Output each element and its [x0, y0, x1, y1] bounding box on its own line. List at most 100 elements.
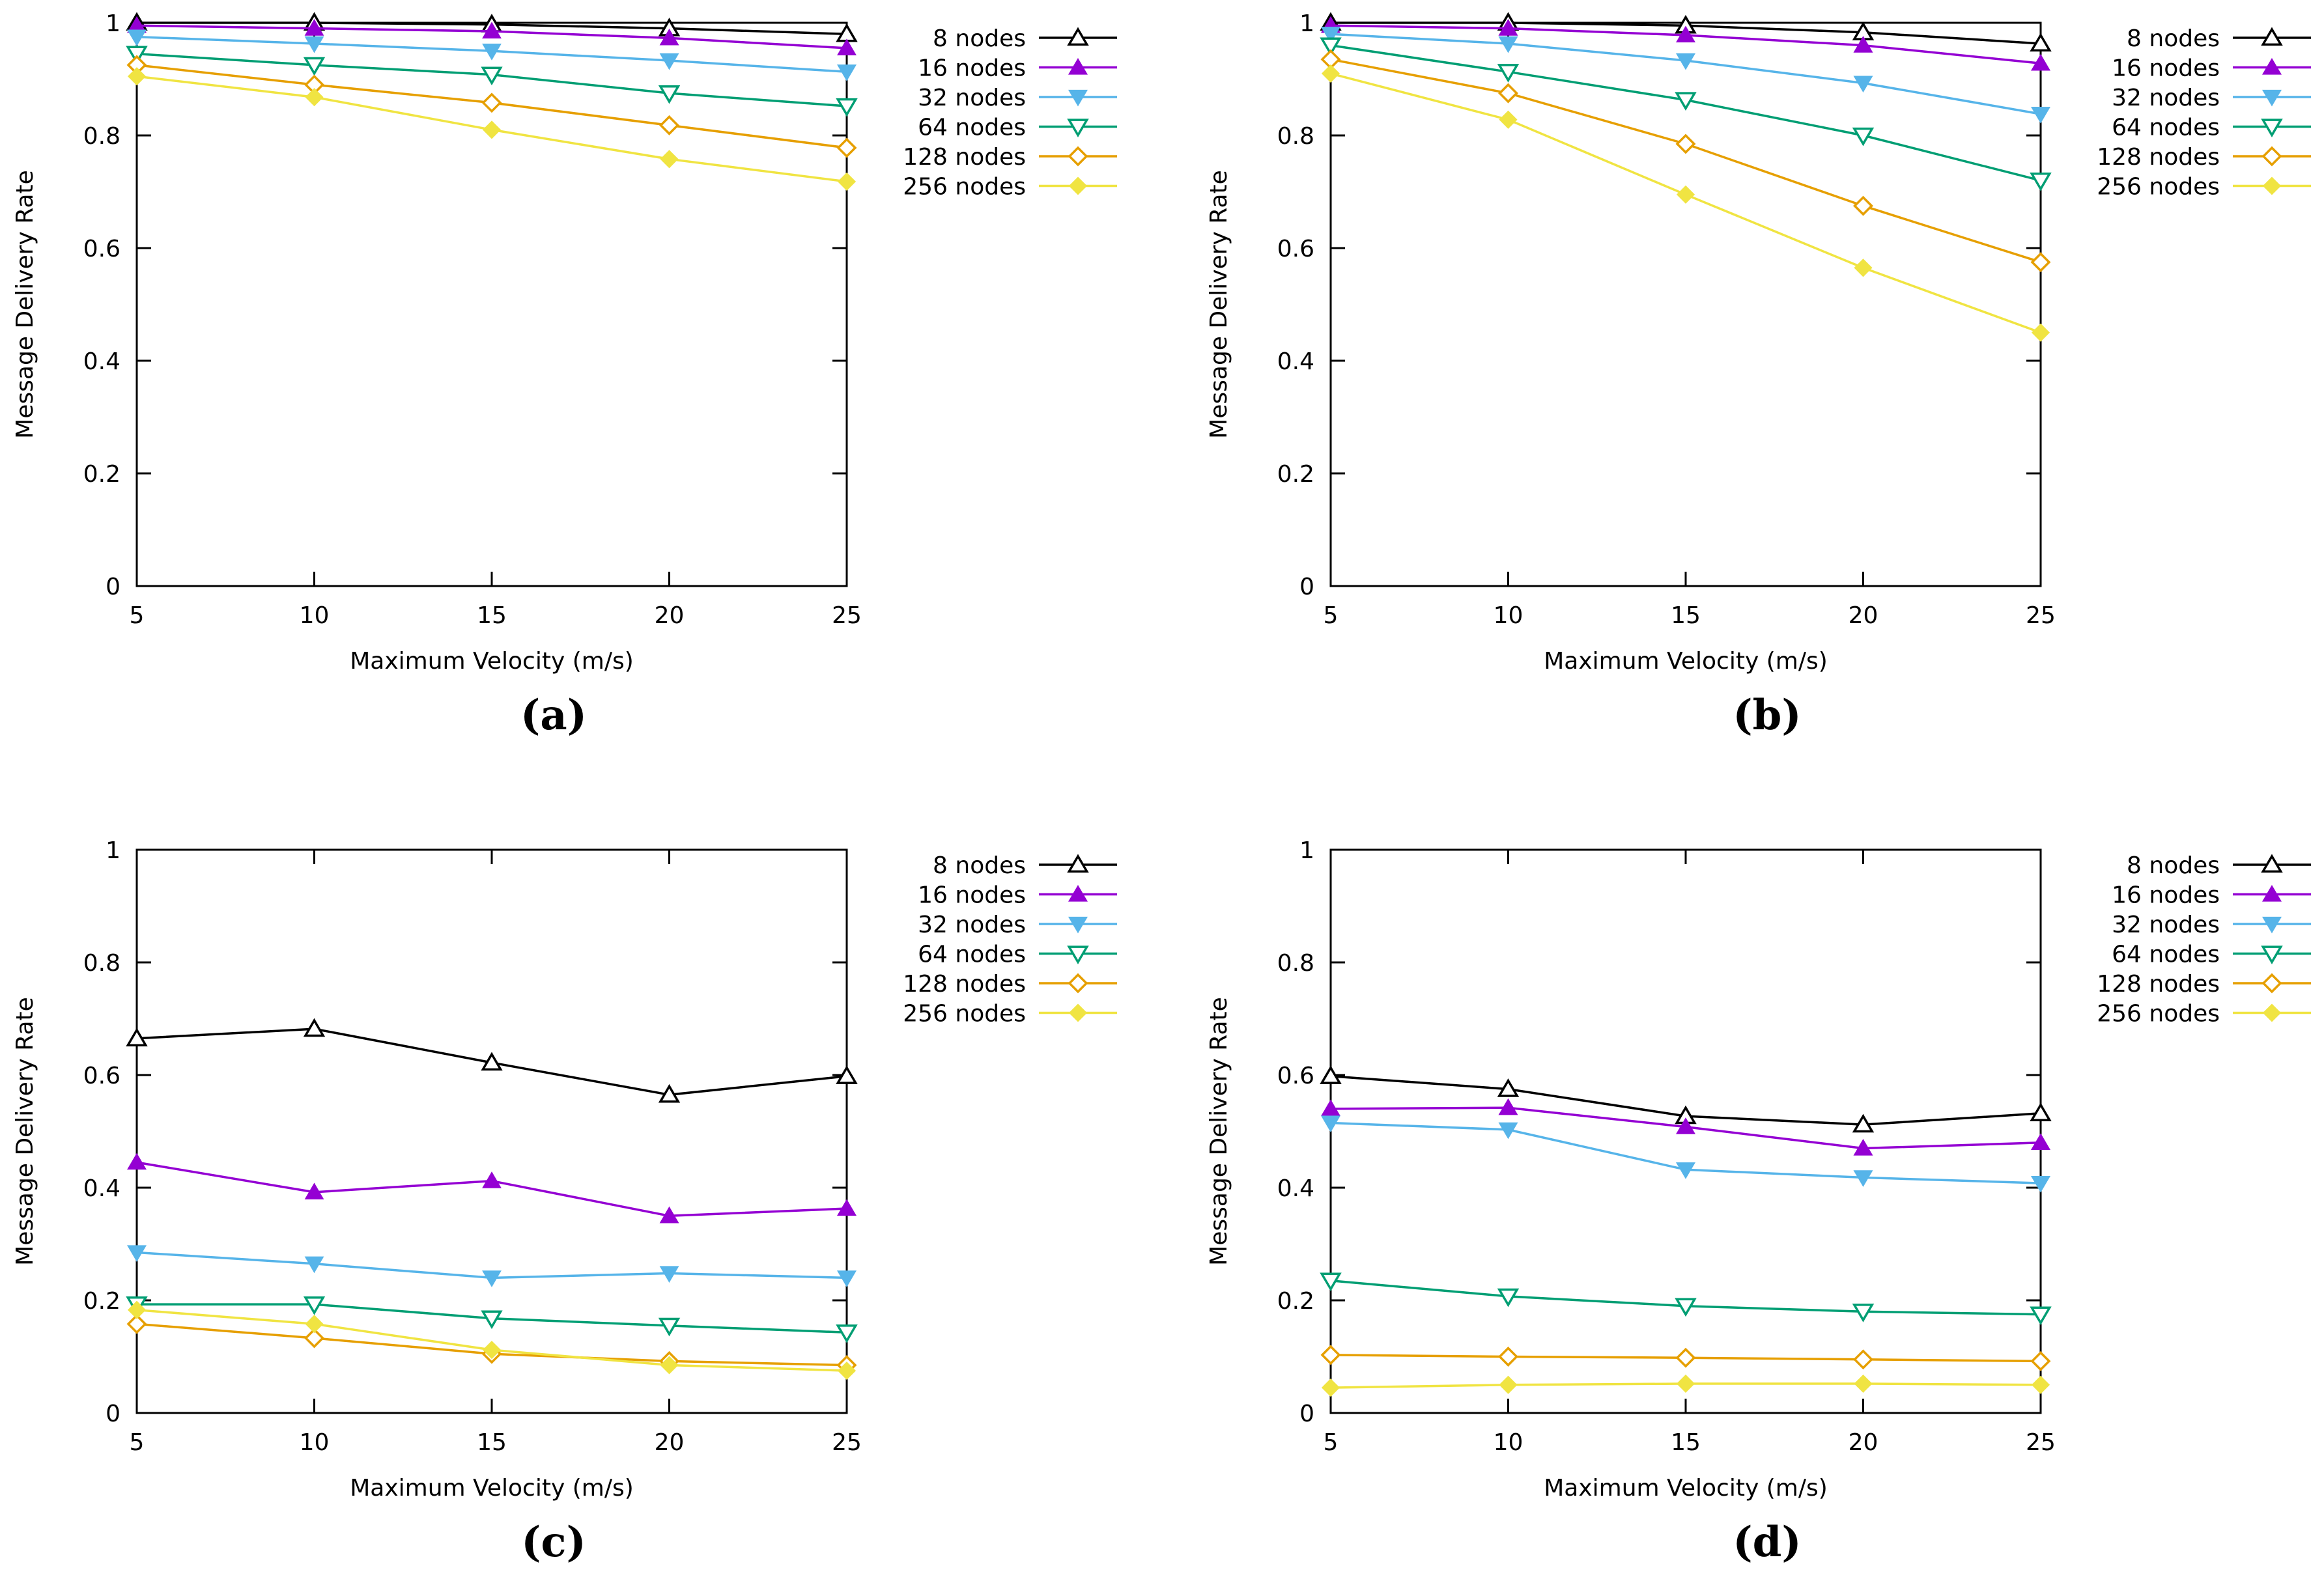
x-axis-label: Maximum Velocity (m/s) [1544, 648, 1828, 675]
legend-label: 128 nodes [2097, 971, 2220, 998]
data-point [659, 1206, 679, 1223]
data-point [1499, 1375, 1518, 1394]
x-tick-label: 15 [1671, 1429, 1701, 1456]
data-point [2030, 1133, 2051, 1150]
y-axis-label: Message Delivery Rate [12, 170, 38, 439]
y-tick-label: 0.2 [83, 1288, 120, 1315]
data-point [1852, 127, 1875, 147]
data-point [836, 1065, 858, 1084]
data-point [482, 1171, 502, 1188]
legend-marker [2261, 146, 2282, 167]
legend-marker [2261, 973, 2282, 994]
x-tick-label: 25 [832, 1429, 862, 1456]
y-tick-label: 0.4 [1277, 348, 1314, 375]
series-256-nodes [1321, 1374, 2050, 1397]
panel-caption: (d) [1733, 1518, 1801, 1567]
legend-label: 128 nodes [903, 971, 1026, 998]
data-point [836, 137, 857, 158]
data-point [304, 1328, 324, 1349]
legend-label: 8 nodes [2127, 25, 2220, 52]
data-point [1320, 1115, 1341, 1132]
series-256-nodes [127, 1300, 857, 1380]
x-tick-label: 20 [1849, 1429, 1878, 1456]
legend-marker [2261, 945, 2283, 964]
data-point [1852, 1304, 1875, 1322]
data-point [1498, 83, 1518, 104]
data-point [303, 1296, 326, 1315]
series-line [136, 1161, 847, 1218]
series-16-nodes [1320, 1098, 2051, 1156]
legend: 8 nodes 16 nodes 32 nodes 64 nodes 128 nodes… [903, 25, 1117, 201]
series-64-nodes [126, 1296, 858, 1343]
data-point [1675, 1347, 1696, 1368]
legend: 8 nodes 16 nodes 32 nodes 64 nodes 128 nodes… [2097, 25, 2311, 201]
x-tick-label: 20 [655, 602, 685, 629]
legend-marker [2261, 119, 2283, 137]
x-axis-label: Maximum Velocity (m/s) [350, 1475, 634, 1502]
legend-marker [1067, 854, 1089, 873]
data-point [660, 1356, 679, 1375]
y-tick-label: 1 [1299, 837, 1314, 864]
legend-marker [2262, 176, 2282, 195]
legend-marker [2262, 1003, 2282, 1022]
legend-marker [1068, 973, 1088, 994]
data-point [836, 1270, 857, 1287]
legend-label: 64 nodes [918, 115, 1026, 141]
legend-marker [1068, 916, 1088, 934]
legend-marker [2261, 854, 2283, 873]
x-tick-label: 15 [477, 602, 507, 629]
y-tick-label: 0.2 [1277, 461, 1314, 488]
series-256-nodes [127, 67, 857, 191]
legend-label: 16 nodes [2112, 55, 2220, 82]
y-tick-label: 0 [106, 574, 120, 600]
series-32-nodes [1320, 27, 2051, 124]
data-point [1853, 1170, 1873, 1187]
series-64-nodes [1320, 37, 2052, 191]
legend-marker [1067, 119, 1089, 137]
legend-label: 32 nodes [918, 912, 1026, 938]
legend-label: 128 nodes [2097, 144, 2220, 171]
legend-marker [1068, 885, 1088, 902]
data-point [2030, 252, 2051, 273]
x-tick-label: 25 [2026, 1429, 2056, 1456]
legend-label: 32 nodes [2112, 912, 2220, 938]
x-tick-label: 10 [300, 1429, 330, 1456]
y-tick-label: 0.6 [1277, 236, 1314, 262]
data-point [2031, 323, 2050, 342]
legend-label: 32 nodes [2112, 85, 2220, 111]
data-point [305, 88, 324, 107]
data-point [1320, 1099, 1341, 1117]
data-point [1499, 110, 1518, 129]
data-point [1321, 1378, 1340, 1397]
data-point [1320, 1065, 1342, 1084]
y-tick-label: 0.8 [83, 123, 120, 150]
x-tick-label: 5 [1324, 602, 1339, 629]
legend-marker [2261, 885, 2282, 902]
data-point [1676, 185, 1695, 204]
x-tick-label: 25 [2026, 602, 2056, 629]
data-point [1675, 133, 1696, 154]
data-point [1497, 1288, 1520, 1307]
data-point [1853, 195, 1873, 216]
legend-marker [1068, 58, 1088, 75]
data-point [2030, 1175, 2051, 1193]
legend-marker [1067, 945, 1089, 964]
data-point [836, 1324, 858, 1343]
data-point [2030, 1102, 2052, 1121]
data-point [1498, 19, 1518, 36]
data-point [1854, 1374, 1873, 1393]
series-8-nodes [126, 1018, 858, 1103]
data-point [1853, 1349, 1873, 1370]
data-point [1854, 259, 1873, 277]
data-point [660, 150, 679, 169]
data-point [1853, 36, 1873, 53]
y-tick-label: 0 [1299, 574, 1314, 600]
data-point [836, 38, 857, 56]
data-point [1320, 37, 1342, 57]
legend-label: 16 nodes [918, 55, 1026, 82]
data-point [658, 1317, 681, 1337]
data-point [1853, 76, 1873, 93]
legend-marker [2261, 916, 2282, 934]
